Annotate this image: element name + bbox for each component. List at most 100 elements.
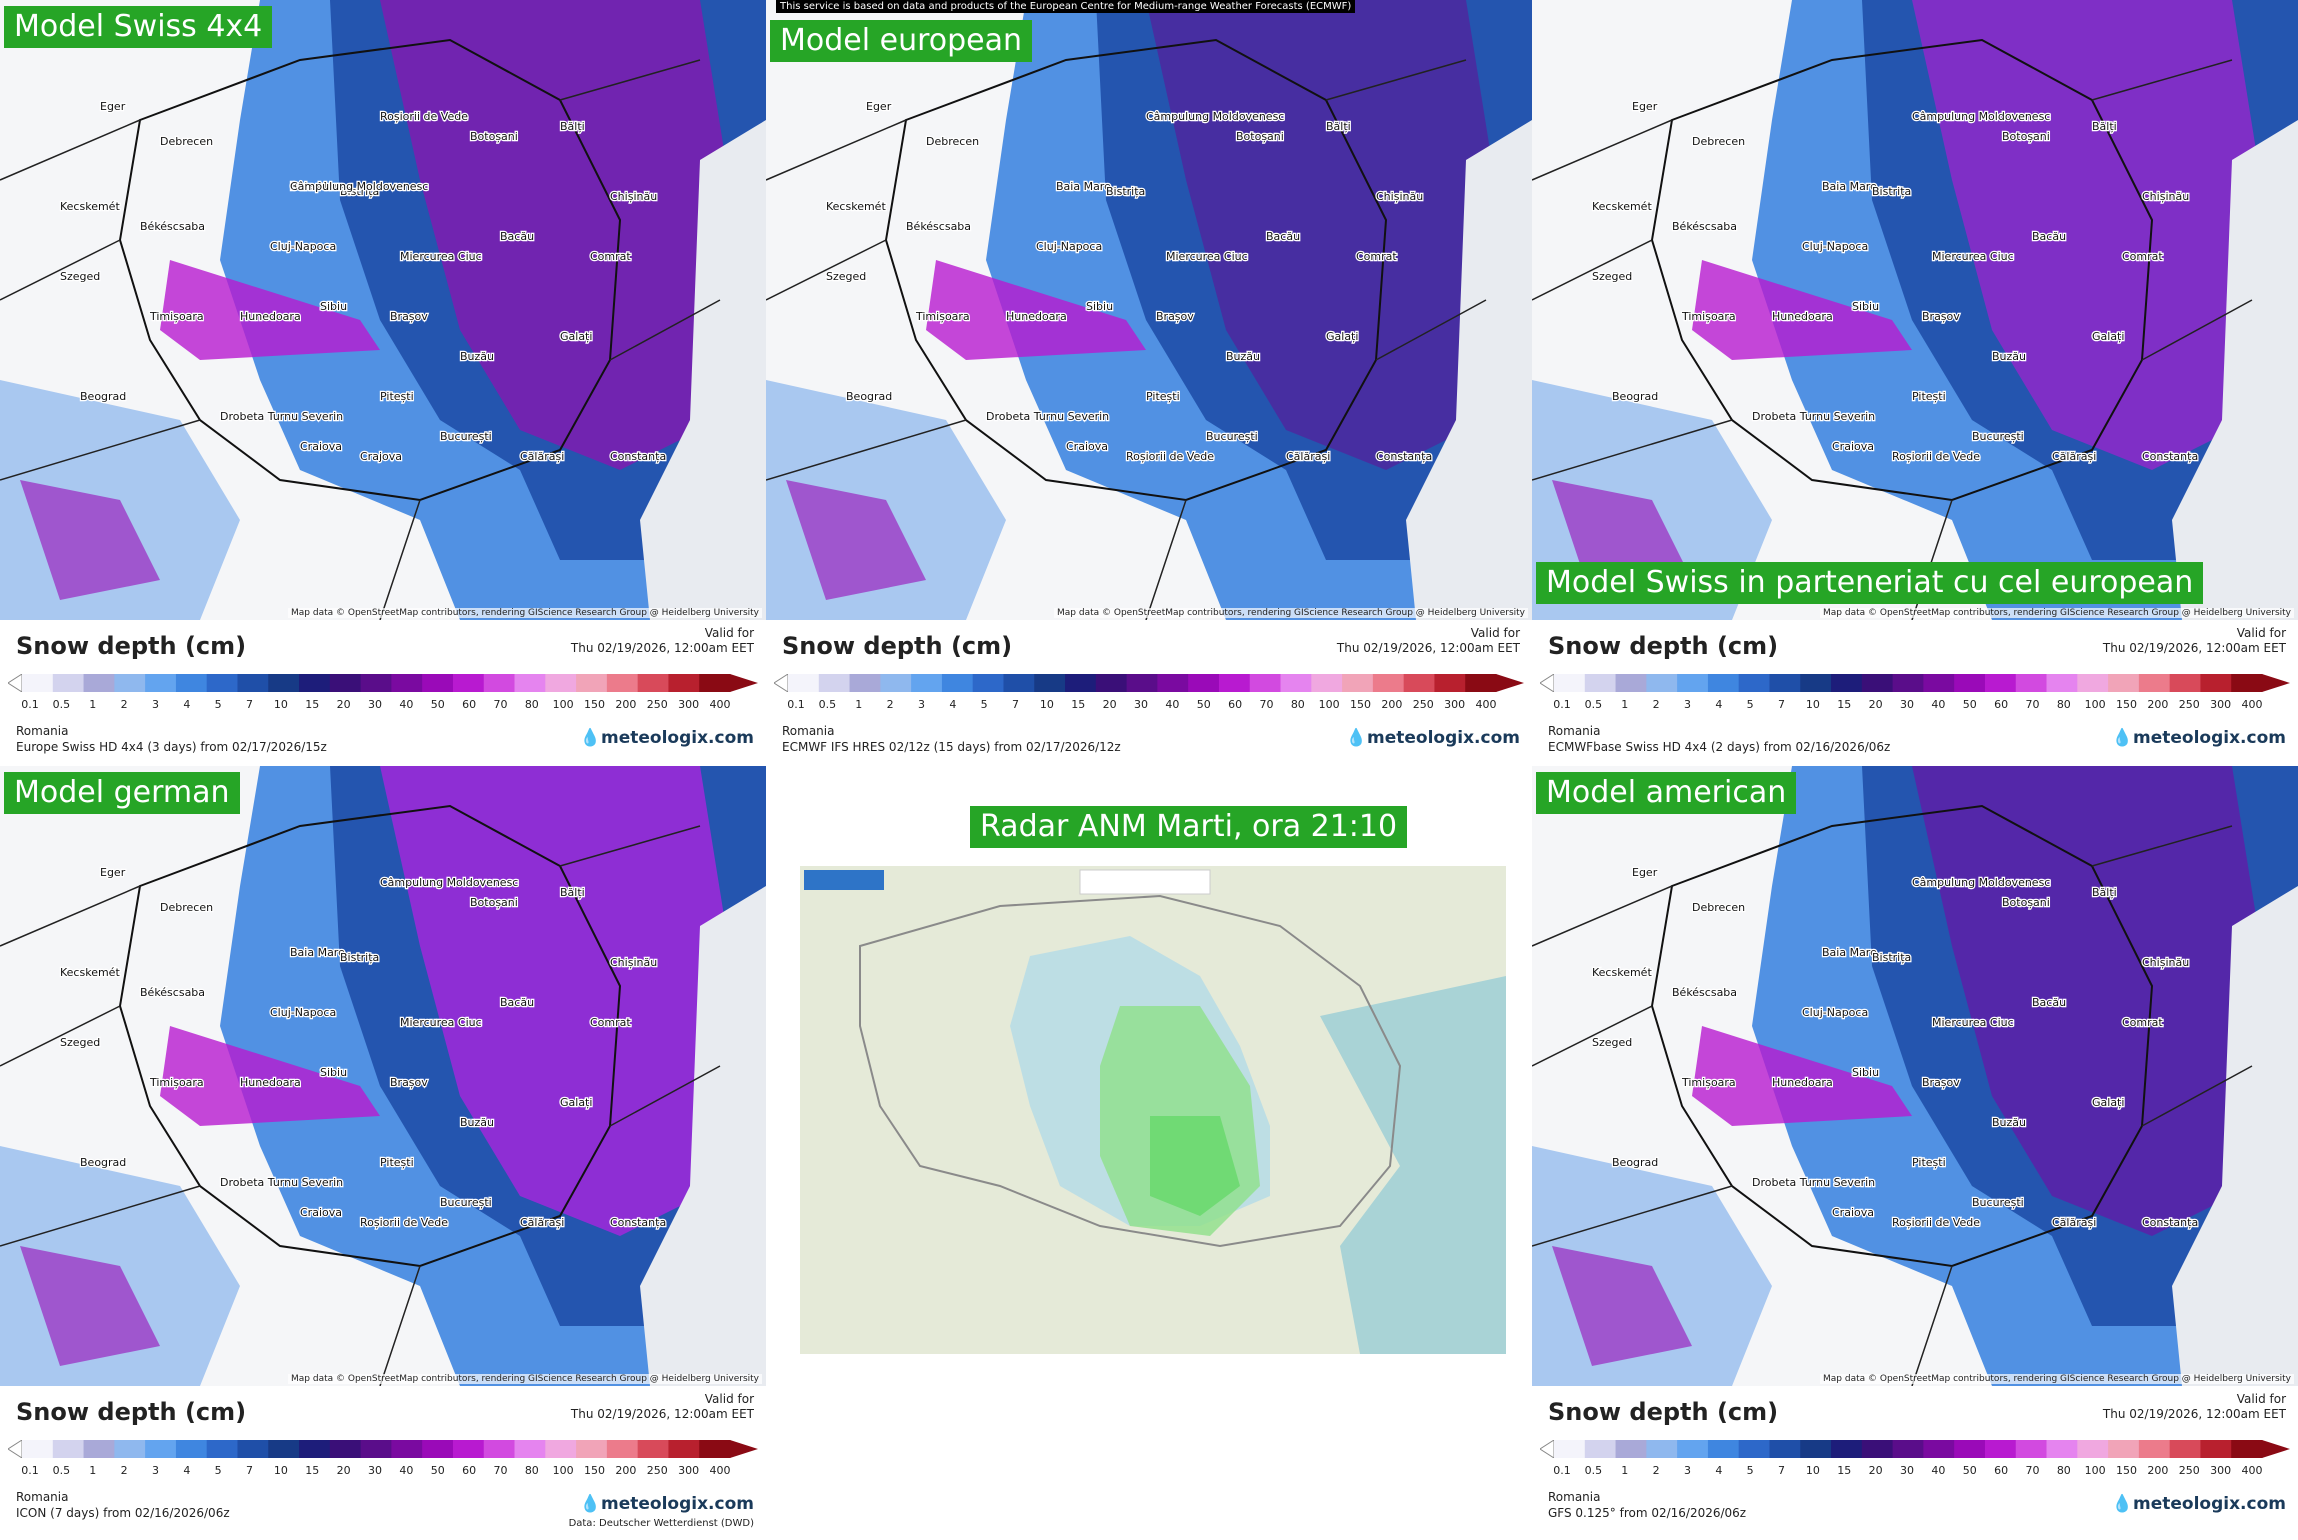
snow-depth-map: Baia Mare Bistrița Cluj-Napoca Miercurea Ci… <box>766 0 1532 620</box>
city-label: Bălți <box>560 886 585 899</box>
colorbar-swatch <box>1646 674 1678 692</box>
city-label: Kecskemét <box>60 200 120 213</box>
colorbar-swatch <box>391 674 423 692</box>
city-label: Timișoara <box>149 310 204 323</box>
colorbar-swatch <box>1584 674 1617 692</box>
colorbar-swatch <box>2200 1440 2232 1458</box>
colorbar-tick-label: 250 <box>1412 698 1434 711</box>
colorbar-swatch <box>452 674 485 692</box>
city-label: Crajova <box>360 450 402 463</box>
colorbar-tick-label: 50 <box>1962 698 1977 711</box>
colorbar-swatch <box>1311 674 1343 692</box>
region-label: Romania <box>782 724 835 738</box>
valid-time: Valid for Thu 02/19/2026, 12:00am EET <box>1337 626 1520 656</box>
city-label: Chișinău <box>2142 956 2189 969</box>
colorbar-swatch <box>849 674 881 692</box>
city-label: Eger <box>100 866 126 879</box>
colorbar-tick-label: 200 <box>2147 698 2169 711</box>
colorbar-tick-label: 2 <box>120 1464 128 1477</box>
city-label: Câmpulung Moldovenesc <box>1912 110 2050 123</box>
city-label: Szeged <box>60 270 100 283</box>
city-label: Comrat <box>2122 1016 2163 1029</box>
colorbar-tick-label: 100 <box>552 698 574 711</box>
colorbar-tick-label: 0.5 <box>1584 698 1603 711</box>
city-label: Bistrița <box>340 951 379 964</box>
colorbar-tick-label: 1 <box>1621 1464 1629 1477</box>
colorbar-tick-label: 80 <box>2056 1464 2071 1477</box>
colorbar-swatch <box>237 674 269 692</box>
legend-title: Snow depth (cm) <box>16 1398 247 1426</box>
colorbar-swatch <box>1615 1440 1647 1458</box>
colorbar-swatch <box>1188 674 1220 692</box>
colorbar-tick-label: 20 <box>1868 1464 1883 1477</box>
colorbar-tick-label: 400 <box>709 698 731 711</box>
city-label: Galați <box>560 1096 592 1109</box>
colorbar-tick-label: 400 <box>2241 1464 2263 1477</box>
city-label: Brașov <box>390 1076 428 1089</box>
meteologix-logo[interactable]: 💧meteologix.com <box>579 728 754 748</box>
city-label: Botoșani <box>470 130 518 143</box>
valid-date: Thu 02/19/2026, 12:00am EET <box>2102 641 2286 655</box>
colorbar-swatch <box>83 674 115 692</box>
colorbar-swatch <box>391 1440 423 1458</box>
meteologix-logo[interactable]: 💧meteologix.com <box>2111 728 2286 748</box>
colorbar-tick-label: 80 <box>2056 698 2071 711</box>
colorbar-tick-label: 80 <box>524 698 539 711</box>
colorbar-tick-label: 15 <box>1837 1464 1852 1477</box>
model-run-source: ECMWFbase Swiss HD 4x4 (2 days) from 02/… <box>1548 740 1891 754</box>
colorbar-swatch <box>2169 674 2201 692</box>
colorbar-swatch <box>145 1440 177 1458</box>
colorbar-swatch <box>360 1440 392 1458</box>
model-run-source: GFS 0.125° from 02/16/2026/06z <box>1548 1506 1747 1520</box>
colorbar-tick-label: 0.1 <box>1553 1464 1571 1477</box>
city-label: Cluj-Napoca <box>1802 1006 1868 1019</box>
colorbar-tick-label: 400 <box>1475 698 1497 711</box>
colorbar-tick-label: 70 <box>493 1464 508 1477</box>
colorbar-swatch <box>2046 674 2078 692</box>
radar-panel: Radar ANM Marti, ora 21:10 <box>770 806 1530 1366</box>
city-label: Sibiu <box>320 1066 347 1079</box>
meteologix-logo[interactable]: 💧meteologix.com <box>579 1494 754 1514</box>
city-label: Bistrița <box>340 185 379 198</box>
legend: Snow depth (cm) Valid for Thu 02/19/2026, … <box>0 1386 766 1534</box>
colorbar-swatch <box>1707 1440 1740 1458</box>
city-label: Roșiorii de Vede <box>360 1216 448 1229</box>
colorbar-tick-label: 0.5 <box>52 698 71 711</box>
colorbar-swatch <box>545 1440 577 1458</box>
city-label: Baia Mare <box>290 180 345 193</box>
colorbar-tick-label: 80 <box>524 1464 539 1477</box>
colorbar-swatch <box>1280 674 1312 692</box>
model-label: Model american <box>1536 772 1797 814</box>
meteologix-logo[interactable]: 💧meteologix.com <box>2111 1494 2286 1514</box>
colorbar-tick-label: 100 <box>2084 1464 2106 1477</box>
city-label: Buzău <box>1992 350 2026 363</box>
panel-swiss-ecmwf: Baia Mare Bistrița Cluj-Napoca Miercurea Ci… <box>1532 0 2298 768</box>
colorbar-tick-label: 10 <box>1039 698 1054 711</box>
colorbar-tick-label: 2 <box>1652 1464 1660 1477</box>
colorbar-tick-label: 300 <box>1444 698 1466 711</box>
city-label: Craiova <box>300 440 342 453</box>
colorbar-swatch <box>2077 674 2109 692</box>
colorbar-swatch <box>114 1440 146 1458</box>
meteologix-logo[interactable]: 💧meteologix.com <box>1345 728 1520 748</box>
legend-title: Snow depth (cm) <box>1548 632 1779 660</box>
colorbar-tick-label: 70 <box>2025 698 2040 711</box>
colorbar-swatch <box>2015 1440 2048 1458</box>
panel-swiss4x4: Baia Mare Bistrița Cluj-Napoca Miercurea Ci… <box>0 0 766 768</box>
city-label: Câmpulung Moldovenesc <box>290 180 428 193</box>
colorbar-swatch <box>972 674 1004 692</box>
colorbar-swatch <box>668 1440 700 1458</box>
colorbar-swatch <box>2138 674 2171 692</box>
city-label: Beograd <box>80 390 126 403</box>
colorbar-tick-label: 0.1 <box>21 698 39 711</box>
legend: Snow depth (cm) Valid for Thu 02/19/2026, … <box>0 620 766 768</box>
colorbar-tick-label: 100 <box>552 1464 574 1477</box>
city-label: Timișoara <box>915 310 970 323</box>
radar-label: Radar ANM Marti, ora 21:10 <box>970 806 1408 848</box>
snow-depth-map: Baia Mare Bistrița Cluj-Napoca Miercurea Ci… <box>1532 0 2298 620</box>
colorbar-tick-label: 5 <box>214 1464 222 1477</box>
city-label: Craiova <box>1832 440 1874 453</box>
colorbar-tick-label: 50 <box>1196 698 1211 711</box>
colorbar-tick-label: 10 <box>1805 698 1820 711</box>
